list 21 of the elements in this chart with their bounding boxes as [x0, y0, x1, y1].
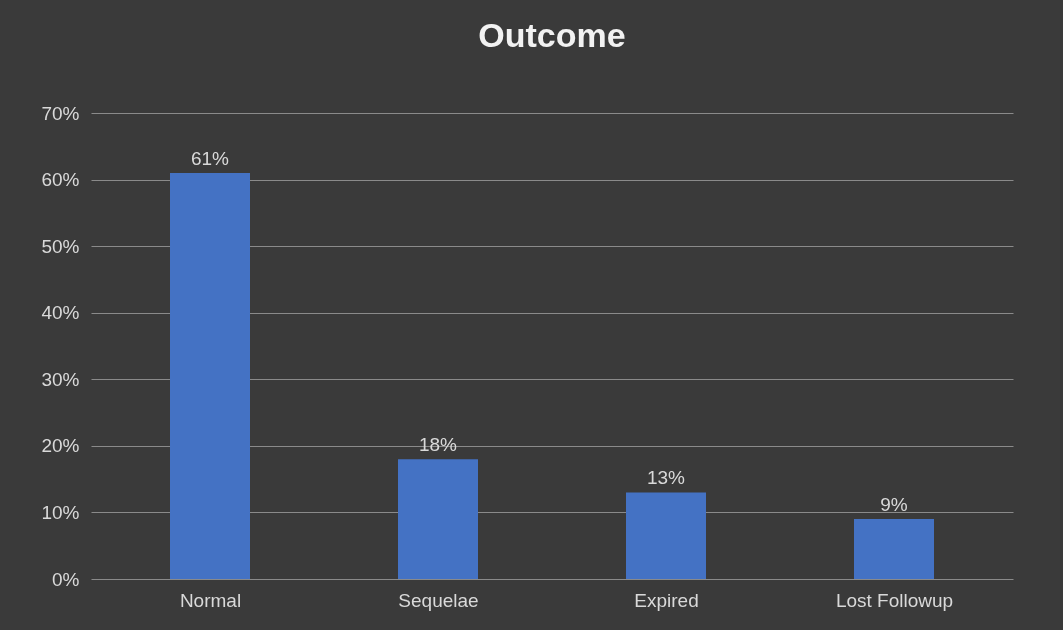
bar: [170, 172, 250, 579]
x-tick-label: Lost Followup: [835, 589, 954, 611]
y-tick-label: 60%: [41, 169, 80, 191]
data-label: 13%: [646, 467, 686, 489]
y-tick-label: 50%: [41, 235, 80, 257]
bar: [854, 519, 934, 579]
x-tick-label: Sequelae: [398, 589, 479, 611]
data-label: 61%: [190, 147, 230, 169]
bar: [398, 459, 478, 579]
y-tick-label: 30%: [41, 368, 80, 390]
data-label: 18%: [418, 434, 458, 456]
y-tick-label: 0%: [52, 568, 80, 590]
y-tick-label: 70%: [41, 102, 80, 124]
data-label: 9%: [880, 494, 908, 516]
y-tick-label: 40%: [41, 302, 80, 324]
chart-title: Outcome: [478, 16, 626, 54]
y-tick-label: 20%: [41, 435, 80, 457]
y-tick-label: 10%: [41, 501, 80, 523]
x-tick-label: Expired: [634, 589, 699, 611]
bar: [626, 492, 706, 579]
x-tick-label: Normal: [179, 589, 242, 611]
